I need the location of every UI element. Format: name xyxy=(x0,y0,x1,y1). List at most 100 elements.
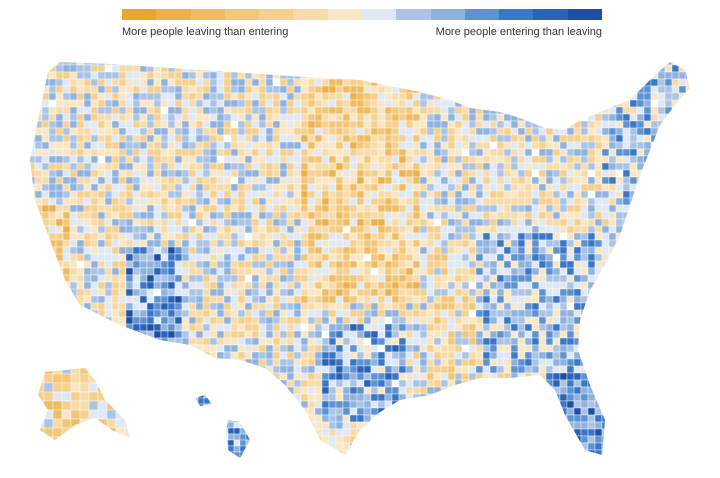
county-cell xyxy=(377,246,386,255)
county-cell xyxy=(342,204,351,213)
county-cell xyxy=(559,78,568,87)
county-cell xyxy=(76,148,85,157)
county-cell xyxy=(174,393,183,402)
county-cell xyxy=(342,232,351,241)
county-cell xyxy=(601,295,610,304)
county-cell xyxy=(300,92,309,101)
county-cell xyxy=(132,288,141,297)
legend: More people leaving than entering More p… xyxy=(122,9,602,38)
county-cell xyxy=(76,281,85,290)
county-cell xyxy=(636,407,645,416)
county-cell xyxy=(118,183,127,192)
county-cell xyxy=(636,358,645,367)
county-cell xyxy=(629,323,638,332)
county-cell xyxy=(622,197,631,206)
county-cell xyxy=(174,190,183,199)
county-cell xyxy=(608,64,617,73)
county-cell xyxy=(356,309,365,318)
county-cell xyxy=(160,211,169,220)
county-cell xyxy=(321,330,330,339)
county-cell xyxy=(489,281,498,290)
county-cell xyxy=(601,323,610,332)
county-cell xyxy=(244,162,253,171)
county-cell xyxy=(629,148,638,157)
county-cell xyxy=(30,169,36,178)
county-cell xyxy=(342,407,351,416)
county-cell xyxy=(517,211,526,220)
county-cell xyxy=(265,365,274,374)
county-cell xyxy=(671,253,680,262)
county-cell xyxy=(258,274,267,283)
county-cell xyxy=(580,323,589,332)
county-cell xyxy=(202,274,211,283)
county-cell xyxy=(363,246,372,255)
county-cell xyxy=(223,253,232,262)
county-cell xyxy=(286,246,295,255)
county-cell xyxy=(370,351,379,360)
county-cell xyxy=(419,351,428,360)
county-cell xyxy=(76,218,85,227)
county-cell xyxy=(433,302,442,311)
county-cell xyxy=(468,239,477,248)
county-cell xyxy=(545,414,554,423)
county-cell xyxy=(139,386,148,395)
county-cell xyxy=(475,253,484,262)
county-cell xyxy=(370,134,379,143)
county-cell xyxy=(293,344,302,353)
county-cell xyxy=(286,162,295,171)
county-cell xyxy=(608,62,617,66)
county-cell xyxy=(160,71,169,80)
county-cell xyxy=(384,211,393,220)
county-cell xyxy=(251,211,260,220)
county-cell xyxy=(419,337,428,346)
county-cell xyxy=(97,62,106,66)
county-cell xyxy=(293,78,302,87)
county-cell xyxy=(419,211,428,220)
county-cell xyxy=(636,330,645,339)
county-cell xyxy=(405,316,414,325)
county-cell xyxy=(650,78,659,87)
county-cell xyxy=(615,134,624,143)
county-cell xyxy=(118,218,127,227)
county-cell xyxy=(90,267,99,276)
county-cell xyxy=(69,162,78,171)
county-cell xyxy=(265,246,274,255)
county-cell xyxy=(440,351,449,360)
county-cell xyxy=(384,218,393,227)
county-cell xyxy=(363,211,372,220)
county-cell xyxy=(244,134,253,143)
county-cell xyxy=(615,232,624,241)
county-cell xyxy=(335,71,344,80)
county-cell xyxy=(482,274,491,283)
county-cell xyxy=(636,183,645,192)
county-cell xyxy=(293,274,302,283)
county-cell xyxy=(587,309,596,318)
county-cell xyxy=(293,365,302,374)
county-cell xyxy=(447,204,456,213)
county-cell xyxy=(160,295,169,304)
county-cell xyxy=(412,127,421,136)
county-cell xyxy=(503,183,512,192)
county-cell xyxy=(244,323,253,332)
county-cell xyxy=(118,162,127,171)
county-cell xyxy=(223,155,232,164)
county-cell xyxy=(629,134,638,143)
county-cell xyxy=(510,358,519,367)
county-cell xyxy=(489,386,498,395)
county-cell xyxy=(230,323,239,332)
county-cell xyxy=(300,400,309,409)
county-cell xyxy=(531,267,540,276)
county-cell xyxy=(356,225,365,234)
county-cell xyxy=(41,323,50,332)
county-cell xyxy=(685,120,690,129)
county-cell xyxy=(314,211,323,220)
county-cell xyxy=(223,365,232,374)
county-cell xyxy=(41,71,50,80)
county-cell xyxy=(69,190,78,199)
county-cell xyxy=(328,267,337,276)
county-cell xyxy=(657,169,666,178)
county-cell xyxy=(489,232,498,241)
county-cell xyxy=(328,71,337,80)
county-cell xyxy=(524,407,533,416)
county-cell xyxy=(384,71,393,80)
